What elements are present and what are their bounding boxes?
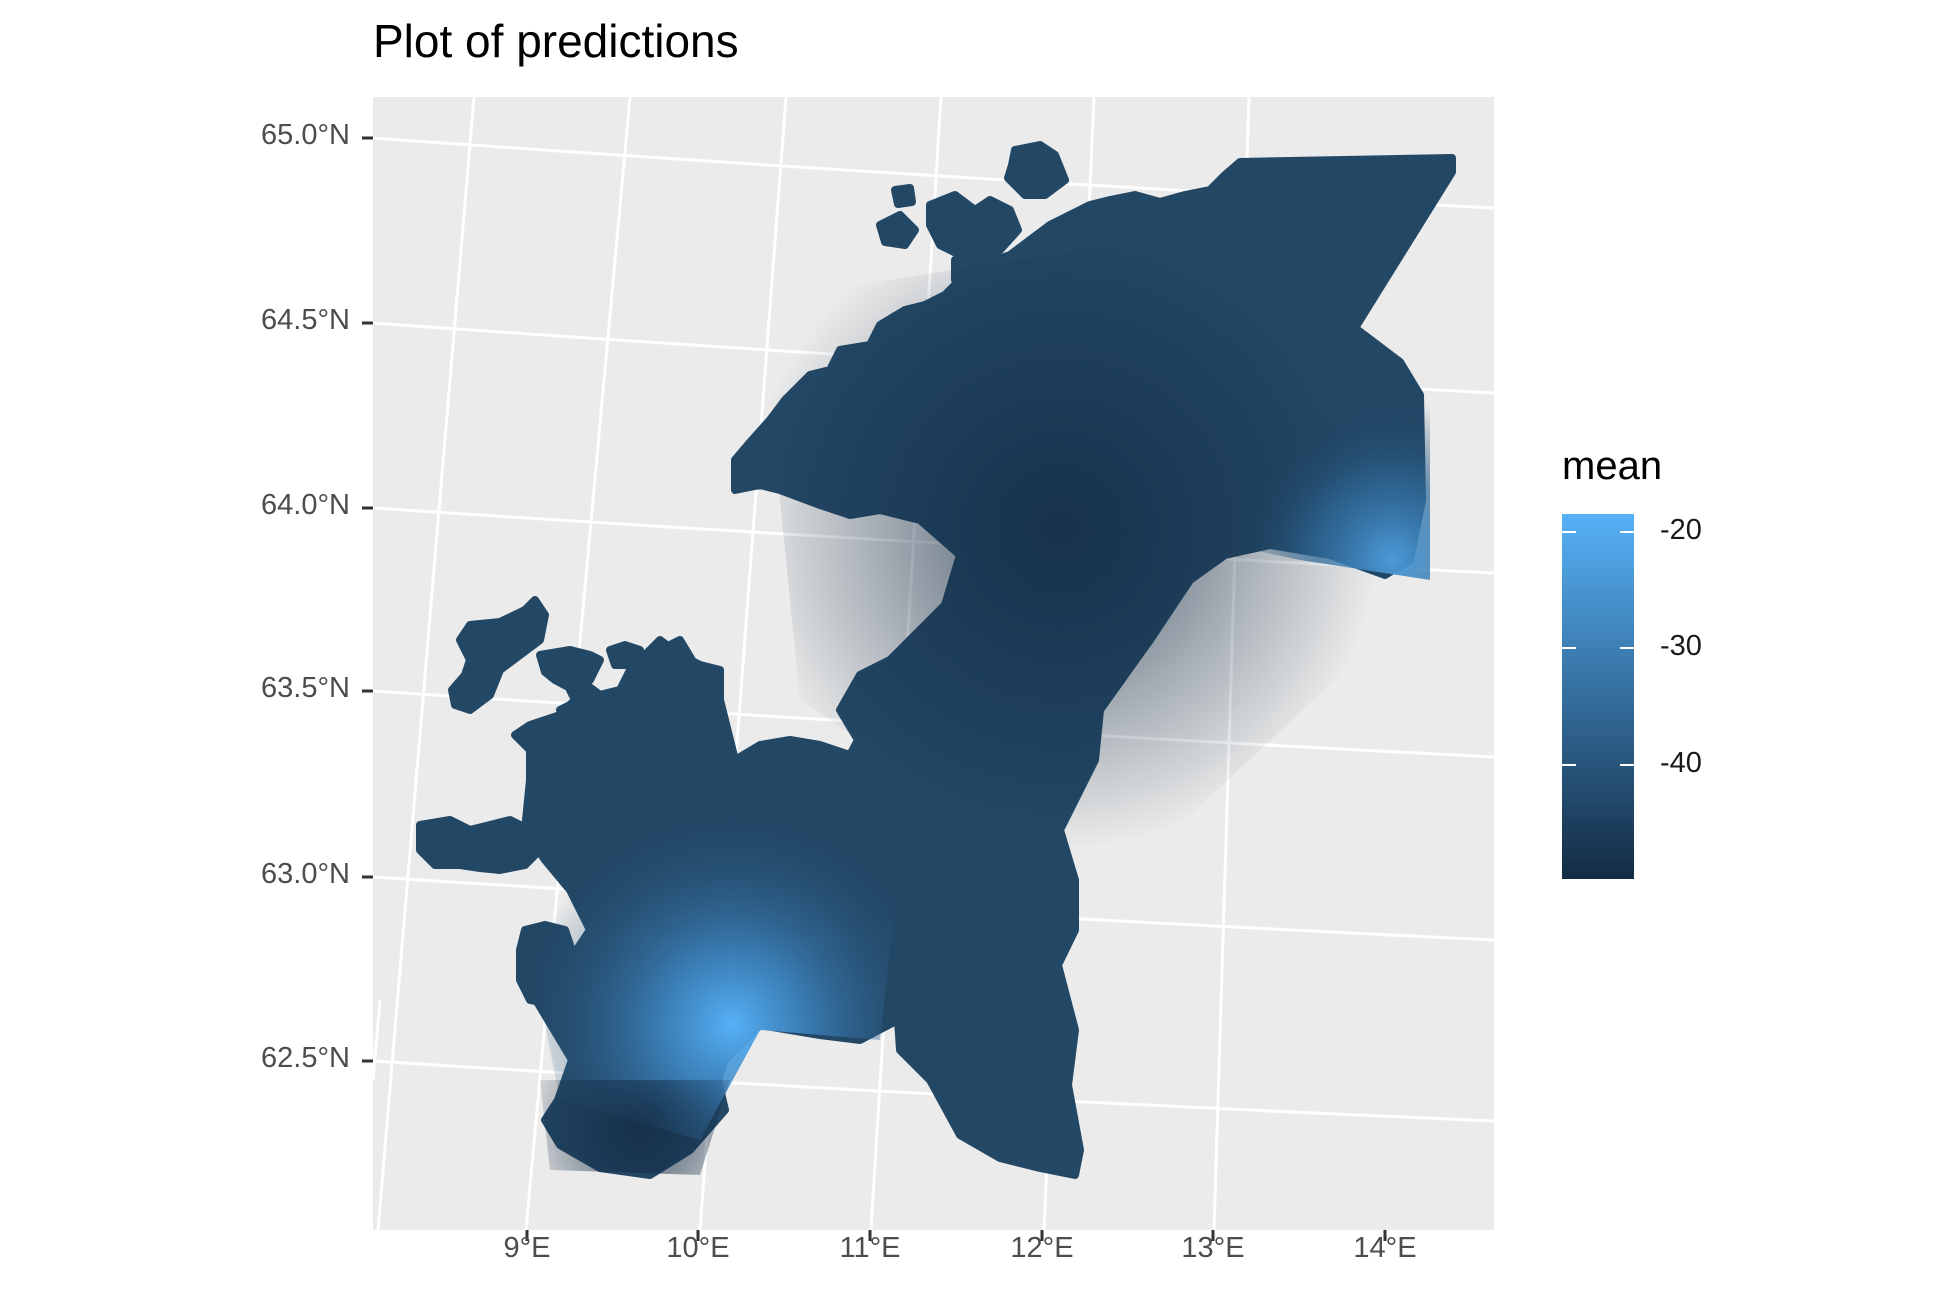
legend-tick-label: -30 (1660, 630, 1702, 662)
ytick-label: 63.0°N (261, 858, 350, 890)
ytick-label: 64.5°N (261, 304, 350, 336)
y-axis (362, 136, 373, 1063)
xtick-label: 12°E (1010, 1232, 1074, 1264)
legend-tick-label: -40 (1660, 747, 1702, 779)
legend-title: mean (1562, 444, 1663, 488)
meridian-9e (376, 97, 476, 1230)
xtick-label: 13°E (1181, 1232, 1245, 1264)
meridian-8e (373, 999, 382, 1081)
xtick-label: 9°E (503, 1232, 551, 1264)
x-axis (525, 1230, 1387, 1241)
chart-title: Plot of predictions (373, 15, 739, 67)
legend-colorbar (1562, 514, 1634, 879)
legend-tick-label: -20 (1660, 514, 1702, 546)
xtick-label: 11°E (839, 1232, 901, 1264)
xtick-label: 14°E (1353, 1232, 1417, 1264)
ytick-label: 63.5°N (261, 672, 350, 704)
xtick-label: 10°E (666, 1232, 730, 1264)
ytick-label: 62.5°N (261, 1042, 350, 1074)
prediction-region (416, 141, 1456, 1179)
ytick-label: 64.0°N (261, 489, 350, 521)
region-shading (540, 200, 1430, 1175)
colorbar (1562, 514, 1634, 879)
ytick-label: 65.0°N (261, 119, 350, 151)
